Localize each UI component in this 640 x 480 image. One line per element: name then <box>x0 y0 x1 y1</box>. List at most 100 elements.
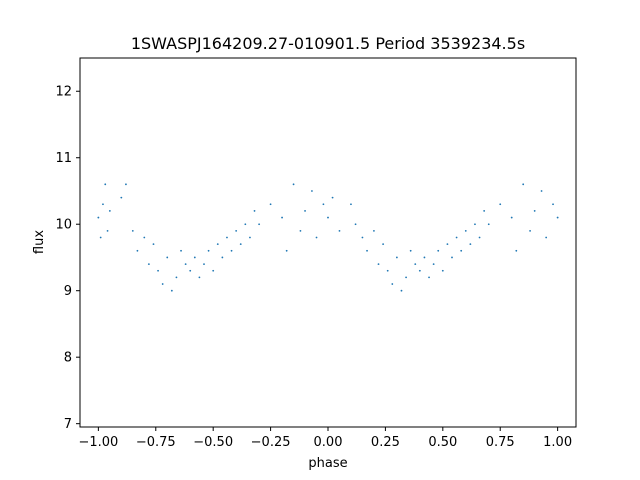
data-point <box>556 216 559 219</box>
data-point <box>216 243 219 246</box>
x-tick-label: −0.25 <box>251 435 291 450</box>
data-point <box>269 203 272 206</box>
data-point <box>441 269 444 272</box>
data-point <box>147 263 150 266</box>
data-point <box>198 276 201 279</box>
data-point <box>136 249 139 252</box>
y-tick-label: 8 <box>64 351 72 366</box>
data-point <box>131 229 134 232</box>
data-point <box>239 243 242 246</box>
y-tick-label: 10 <box>55 218 72 233</box>
data-point <box>529 229 531 232</box>
data-point <box>258 223 261 226</box>
data-point <box>361 236 364 239</box>
data-point <box>423 256 426 259</box>
data-point <box>221 256 224 259</box>
data-point <box>469 243 472 246</box>
y-tick-label: 9 <box>64 284 72 299</box>
chart-title: 1SWASPJ164209.27-010901.5 Period 3539234… <box>131 34 525 53</box>
y-tick-label: 11 <box>55 151 72 166</box>
data-point <box>203 263 205 266</box>
y-tick-label: 7 <box>64 417 72 432</box>
data-point <box>189 269 192 272</box>
data-point <box>405 276 407 279</box>
data-points <box>97 183 559 292</box>
data-point <box>400 289 403 292</box>
data-point <box>304 210 306 212</box>
data-point <box>226 236 228 239</box>
data-point <box>545 236 548 239</box>
data-point <box>253 210 256 212</box>
y-axis-label: flux <box>32 230 47 254</box>
data-point <box>391 283 394 285</box>
data-point <box>331 196 334 199</box>
data-point <box>414 263 417 266</box>
x-tick-label: 0.25 <box>371 435 400 450</box>
data-point <box>515 249 518 252</box>
data-point <box>152 243 155 246</box>
data-point <box>230 249 233 252</box>
data-point <box>428 276 430 279</box>
data-point <box>432 263 435 266</box>
data-point <box>193 256 196 259</box>
data-point <box>474 223 476 226</box>
x-axis-label: phase <box>308 456 347 471</box>
data-point <box>108 210 111 212</box>
data-point <box>437 249 440 252</box>
data-point <box>161 283 164 285</box>
data-point <box>104 183 107 186</box>
data-point <box>366 249 368 252</box>
data-point <box>322 203 325 206</box>
data-point <box>175 276 178 279</box>
data-point <box>327 216 329 219</box>
data-point <box>97 216 100 219</box>
x-tick-label: 0.75 <box>486 435 515 450</box>
data-point <box>510 216 513 219</box>
data-point <box>102 203 104 206</box>
y-axis: 7 8 9 10 11 12 <box>55 85 80 432</box>
data-point <box>292 183 295 186</box>
data-point <box>99 236 102 239</box>
x-tick-label: −0.75 <box>136 435 176 450</box>
data-point <box>125 183 127 186</box>
data-point <box>143 236 146 239</box>
data-point <box>395 256 398 259</box>
data-point <box>180 249 182 252</box>
x-axis: −1.00 −0.75 −0.50 −0.25 0.00 0.25 0.50 0.75 1.00 <box>78 427 572 450</box>
data-point <box>354 223 357 226</box>
data-point <box>499 203 502 206</box>
data-point <box>522 183 525 186</box>
data-point <box>285 249 288 252</box>
data-point <box>184 263 187 266</box>
data-point <box>249 236 251 239</box>
data-point <box>120 196 123 199</box>
data-point <box>483 210 486 212</box>
data-point <box>487 223 490 226</box>
data-point <box>446 243 449 246</box>
data-point <box>207 249 210 252</box>
data-point <box>455 236 458 239</box>
data-point <box>382 243 385 246</box>
data-point <box>157 269 159 272</box>
data-point <box>244 223 247 226</box>
data-point <box>533 210 536 212</box>
data-point <box>377 263 380 266</box>
x-tick-label: −1.00 <box>78 435 118 450</box>
data-point <box>311 190 313 192</box>
data-point <box>212 269 215 272</box>
data-point <box>166 256 169 259</box>
x-tick-label: −0.50 <box>193 435 233 450</box>
data-point <box>235 229 238 232</box>
data-point <box>299 229 302 232</box>
data-point <box>386 269 389 272</box>
data-point <box>540 190 543 192</box>
data-point <box>552 203 554 206</box>
data-point <box>350 203 352 206</box>
data-point <box>464 229 467 232</box>
x-tick-label: 0.00 <box>314 435 343 450</box>
data-point <box>451 256 453 259</box>
y-tick-label: 12 <box>55 85 72 100</box>
x-tick-label: 0.50 <box>428 435 457 450</box>
